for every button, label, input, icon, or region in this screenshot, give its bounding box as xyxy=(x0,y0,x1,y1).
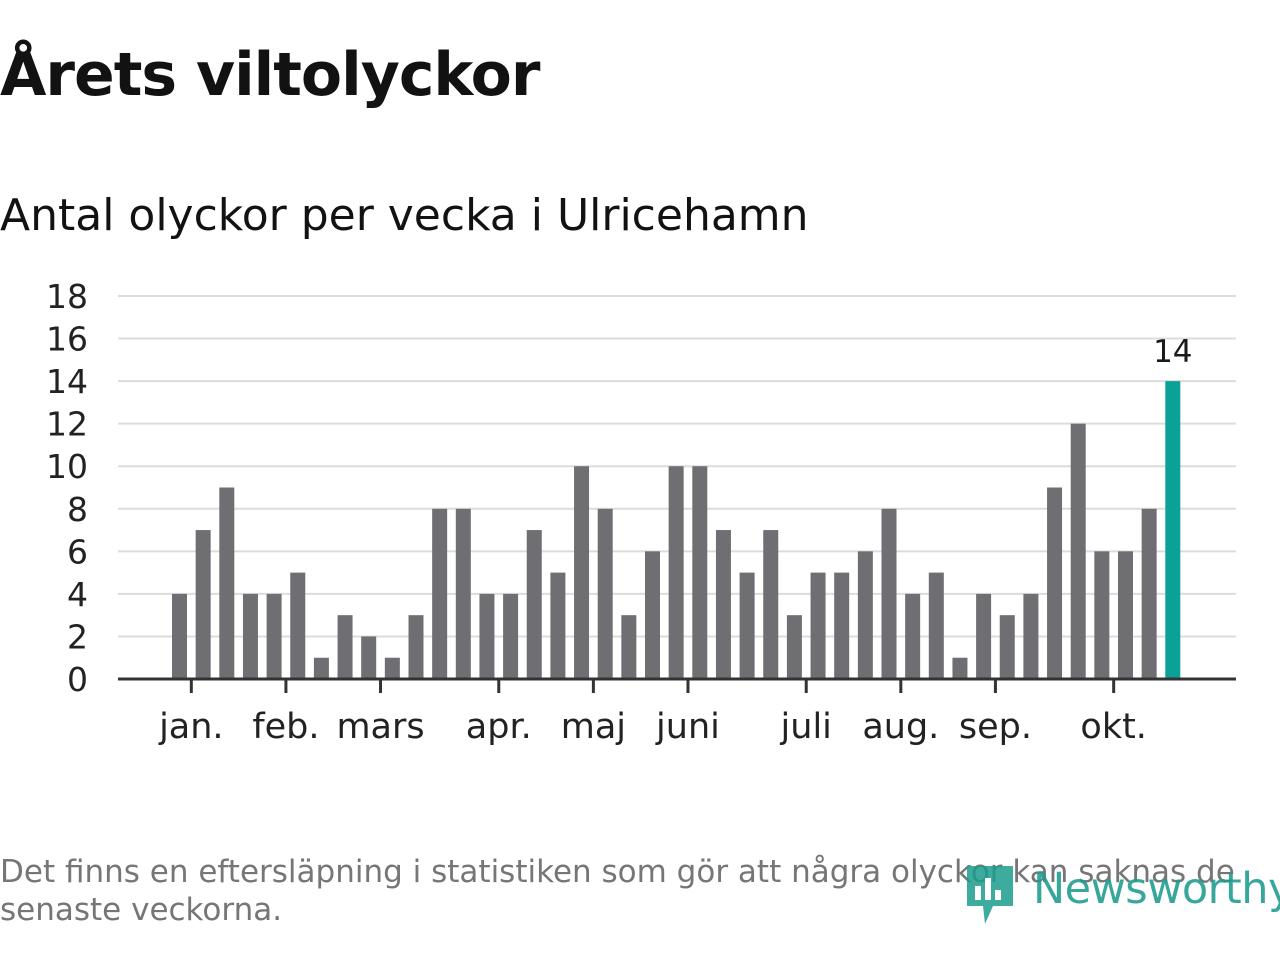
chart-title: Årets viltolyckor xyxy=(0,40,540,110)
y-tick-label: 14 xyxy=(46,362,88,401)
bar xyxy=(1094,551,1110,679)
bar xyxy=(715,530,731,679)
y-tick-label: 4 xyxy=(67,575,88,614)
logo-text: Newsworthy xyxy=(1033,864,1280,914)
x-tick-label: maj xyxy=(561,707,626,747)
bar xyxy=(1070,423,1086,679)
bar-highlight xyxy=(1165,381,1181,679)
newsworthy-logo-icon xyxy=(967,866,1013,924)
bar xyxy=(1118,551,1133,679)
bar xyxy=(952,657,968,679)
y-tick-label: 2 xyxy=(67,617,88,656)
y-tick-label: 10 xyxy=(46,447,88,486)
bar xyxy=(503,593,519,679)
bar xyxy=(834,572,850,679)
bar xyxy=(432,508,448,679)
footnote: Det finns en eftersläpning i statistiken… xyxy=(0,854,1235,928)
bar xyxy=(384,657,400,679)
chart-subtitle: Antal olyckor per vecka i Ulricehamn xyxy=(0,190,809,241)
bar xyxy=(786,615,802,679)
bar xyxy=(1047,487,1063,679)
bar xyxy=(692,466,708,679)
x-tick-label: sep. xyxy=(959,707,1032,747)
bar xyxy=(597,508,613,679)
newsworthy-logo: Newsworthy xyxy=(963,862,1280,928)
bar xyxy=(905,593,921,679)
x-tick-label: juni xyxy=(655,707,720,747)
y-tick-label: 12 xyxy=(46,405,88,444)
bar xyxy=(928,572,944,679)
y-tick-label: 0 xyxy=(67,660,88,699)
y-tick-label: 16 xyxy=(46,320,88,359)
bar xyxy=(999,615,1015,679)
bar xyxy=(219,487,235,679)
bar xyxy=(976,593,992,679)
x-tick-label: feb. xyxy=(252,707,319,747)
bar xyxy=(526,530,542,679)
bar xyxy=(621,615,637,679)
bar xyxy=(739,572,755,679)
y-tick-label: 18 xyxy=(46,277,88,316)
bar xyxy=(266,593,282,679)
bar xyxy=(668,466,684,679)
data-label: 14 xyxy=(1153,334,1192,370)
bar xyxy=(195,530,211,679)
bar xyxy=(337,615,353,679)
bar xyxy=(1023,593,1039,679)
bar xyxy=(1141,508,1157,679)
y-tick-label: 8 xyxy=(67,490,88,529)
bar xyxy=(881,508,897,679)
bar xyxy=(361,636,377,679)
bar xyxy=(313,657,329,679)
bar xyxy=(645,551,660,679)
x-tick-label: aug. xyxy=(862,707,939,747)
y-tick-label: 6 xyxy=(67,532,88,571)
bar xyxy=(574,466,590,679)
bar xyxy=(479,593,495,679)
x-tick-label: juli xyxy=(780,707,832,747)
bar xyxy=(455,508,471,679)
bar xyxy=(857,551,873,679)
x-tick-label: okt. xyxy=(1080,707,1147,747)
bar xyxy=(550,572,566,679)
x-tick-label: apr. xyxy=(466,707,532,747)
x-tick-label: jan. xyxy=(158,707,223,747)
bar xyxy=(763,530,779,679)
bar xyxy=(172,593,187,679)
bar xyxy=(408,615,424,679)
bar xyxy=(290,572,306,679)
bar xyxy=(242,593,258,679)
x-tick-label: mars xyxy=(336,707,424,747)
bar xyxy=(810,572,826,679)
